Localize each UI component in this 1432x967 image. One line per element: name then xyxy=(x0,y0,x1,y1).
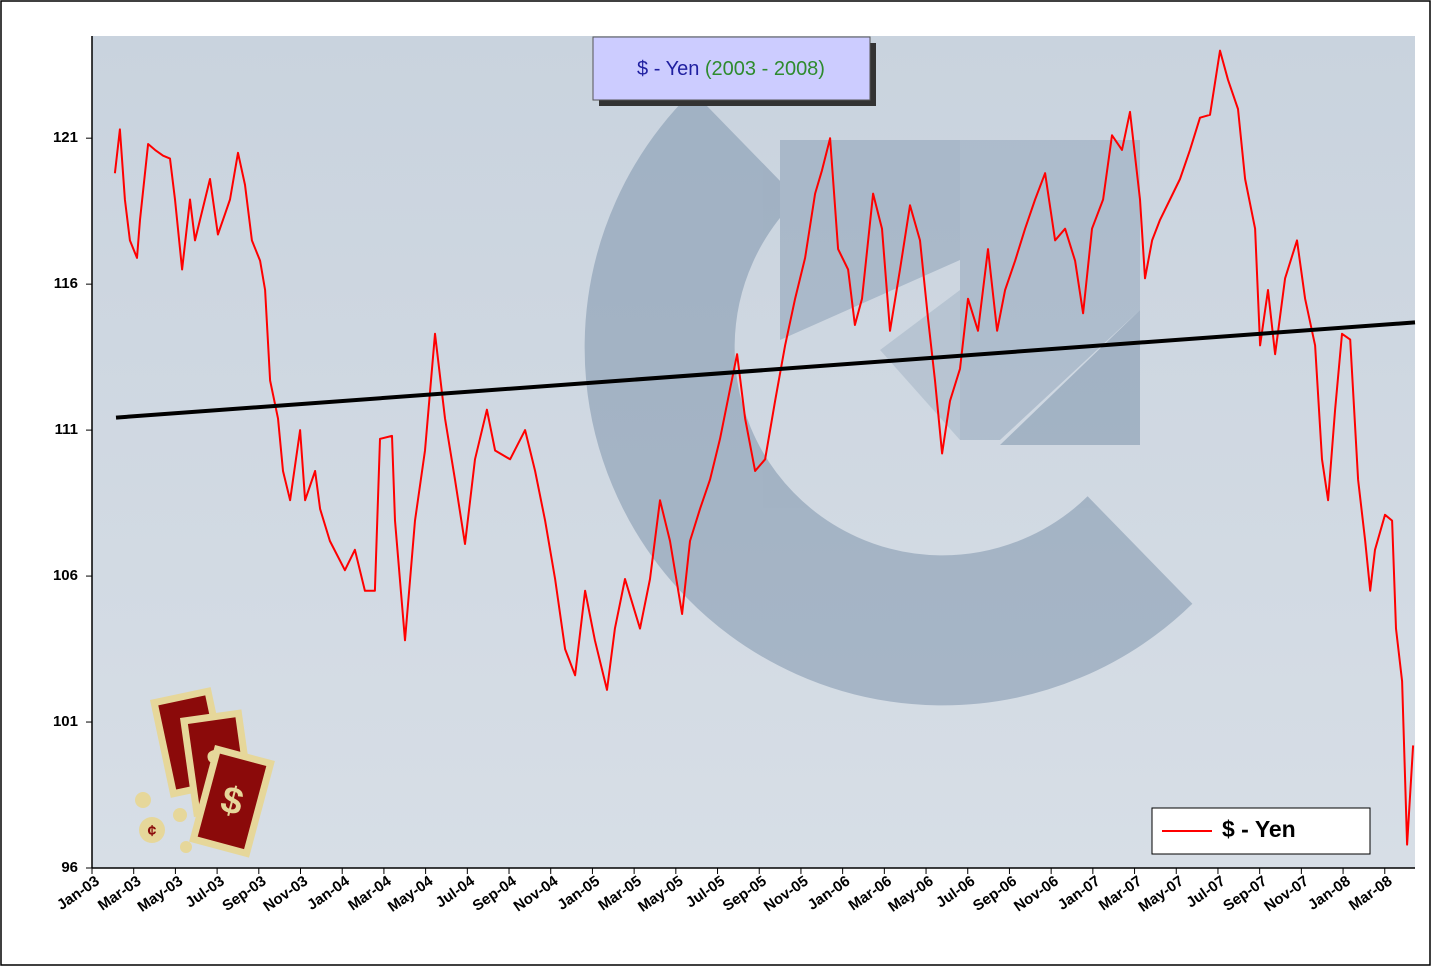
logo-shape xyxy=(780,140,960,340)
bill xyxy=(197,753,267,850)
background-logo xyxy=(584,91,1193,706)
coin xyxy=(180,841,192,853)
title-box xyxy=(592,36,871,101)
marks xyxy=(113,49,1416,846)
title-years: (2003 - 2008) xyxy=(705,58,825,80)
y-tick-label: 121 xyxy=(53,129,78,146)
logo-shape xyxy=(880,290,960,440)
legend-label: $ - Yen xyxy=(1222,816,1296,842)
y-tick-label: 116 xyxy=(54,275,78,292)
coin-symbol: ¢ xyxy=(148,823,157,840)
y-tick-label: 96 xyxy=(61,859,78,876)
y-tick-label: 101 xyxy=(53,713,78,730)
y-tick-label: 106 xyxy=(53,567,78,584)
coin xyxy=(135,792,151,808)
title: $ - Yen (2003 - 2008) xyxy=(637,58,825,80)
title-main: $ - Yen xyxy=(637,58,699,80)
trend-line xyxy=(115,320,1416,420)
coin xyxy=(139,817,165,843)
coin xyxy=(173,808,187,822)
y-tick-label: 111 xyxy=(55,421,78,438)
logo-shape xyxy=(960,140,1140,440)
money-icon: $ $ ¢ xyxy=(135,687,275,858)
logo-ring xyxy=(584,91,1193,706)
data-line xyxy=(113,49,1415,846)
